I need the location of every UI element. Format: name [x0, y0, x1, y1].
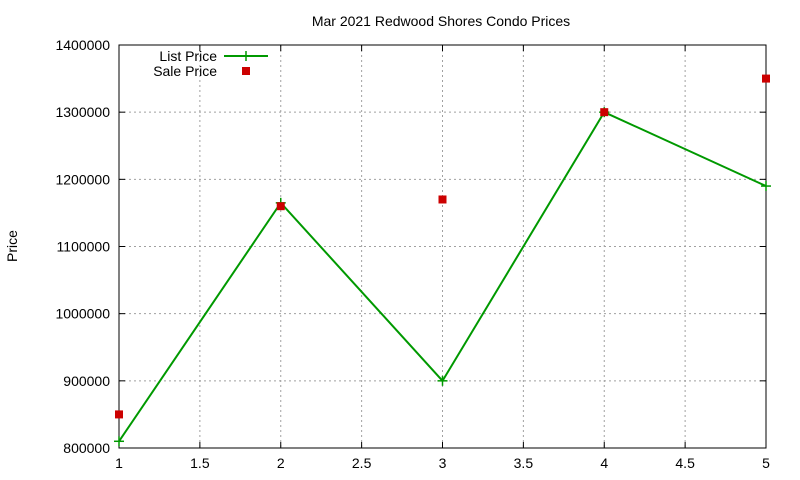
- list-price-point: [761, 181, 771, 192]
- sale-price-point: [276, 202, 285, 211]
- legend-label-list-price: List Price: [159, 48, 217, 64]
- legend: List Price Sale Price: [153, 48, 268, 79]
- list-price-point: [437, 375, 448, 386]
- x-tick-label: 4: [600, 455, 608, 471]
- y-tick-label: 1400000: [55, 37, 110, 53]
- y-tick-label: 1300000: [55, 104, 110, 120]
- y-tick-label: 1000000: [55, 306, 110, 322]
- chart-title: Mar 2021 Redwood Shores Condo Prices: [312, 13, 570, 29]
- list-price-point: [114, 436, 124, 447]
- legend-sample-sale-price-marker: [242, 67, 250, 75]
- y-tick-label: 1200000: [55, 171, 110, 187]
- grid: [119, 45, 766, 448]
- sale-price-point: [438, 195, 447, 204]
- legend-sample-list-price-marker: [241, 51, 251, 61]
- y-axis-title: Price: [4, 230, 20, 262]
- x-tick-label: 1.5: [190, 455, 210, 471]
- series-1: [115, 74, 770, 419]
- legend-label-sale-price: Sale Price: [153, 63, 217, 79]
- y-tick-label: 1100000: [57, 239, 111, 255]
- y-tick-label: 800000: [63, 440, 110, 456]
- x-tick-label: 3: [439, 455, 447, 471]
- x-tick-label: 1: [115, 455, 123, 471]
- x-tick-label: 5: [762, 455, 770, 471]
- axis-ticks: 1 1.5 2 2.5 3 3.5 4 4.5 5 800000 900000 1000000 1100…: [55, 37, 770, 471]
- x-tick-label: 2: [277, 455, 285, 471]
- sale-price-point: [762, 74, 770, 83]
- x-tick-label: 4.5: [675, 455, 695, 471]
- sale-price-point: [115, 410, 123, 419]
- sale-price-point: [600, 108, 609, 117]
- y-tick-label: 900000: [63, 373, 110, 389]
- x-tick-label: 2.5: [352, 455, 372, 471]
- series-layer: [114, 74, 771, 447]
- x-tick-label: 3.5: [514, 455, 534, 471]
